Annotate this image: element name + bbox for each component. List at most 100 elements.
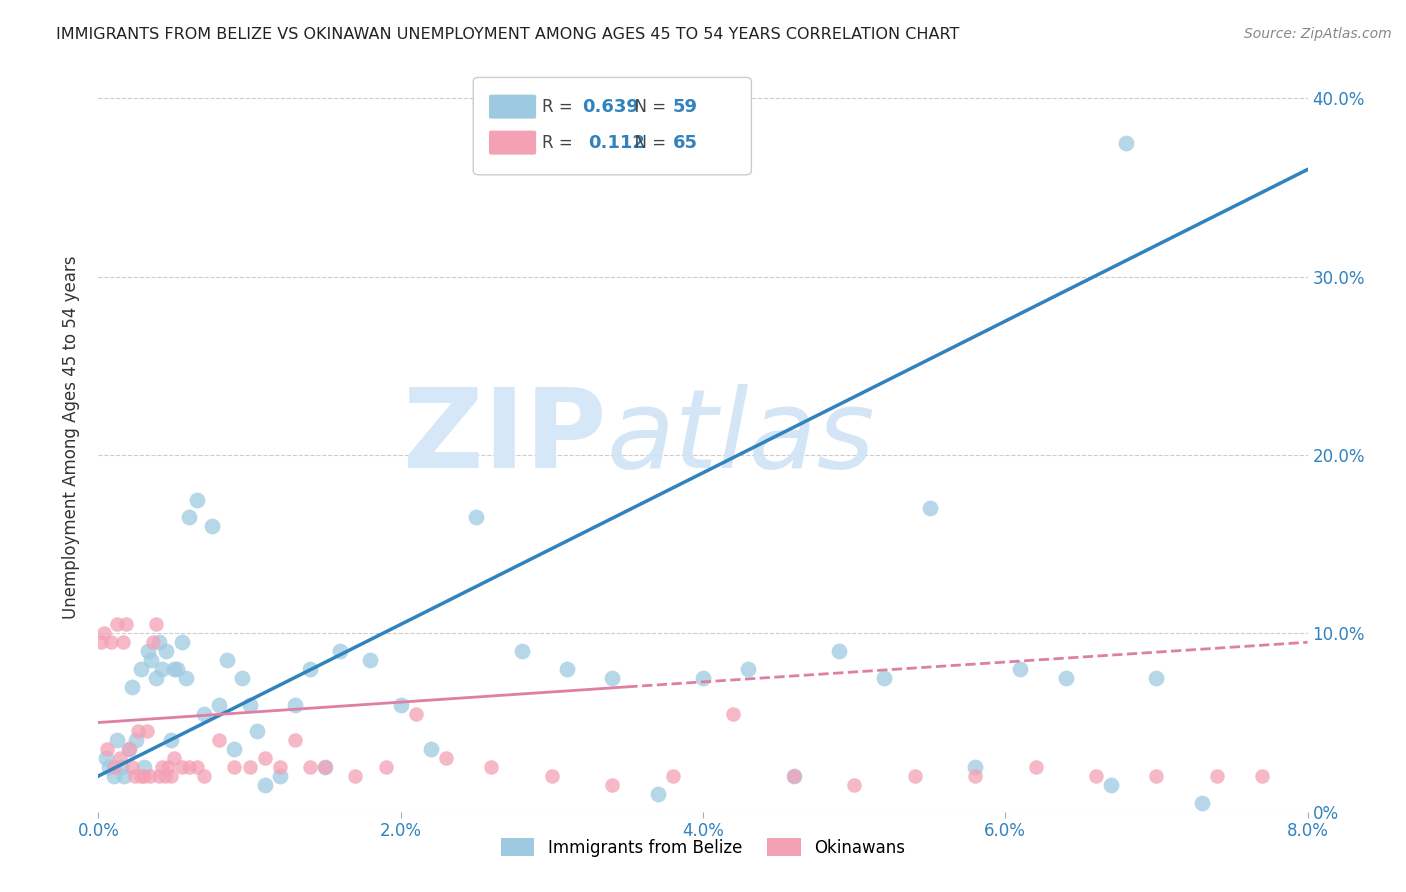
Point [114, 617, 136, 632]
Point [121, 680, 143, 694]
Point [135, 724, 157, 739]
Point [253, 778, 276, 792]
Point [873, 671, 896, 685]
Point [179, 510, 201, 524]
Point [269, 769, 291, 783]
Point [163, 662, 186, 676]
Point [481, 760, 503, 774]
Point [150, 760, 173, 774]
Point [160, 733, 183, 747]
Point [284, 698, 307, 712]
Point [100, 635, 122, 649]
Point [374, 760, 396, 774]
Point [129, 662, 152, 676]
Point [1146, 671, 1168, 685]
Text: 65: 65 [672, 134, 697, 152]
Point [98, 760, 121, 774]
Point [103, 760, 125, 774]
Point [284, 733, 307, 747]
Text: R =: R = [543, 97, 578, 116]
Point [1085, 769, 1108, 783]
Point [1191, 796, 1213, 810]
Point [150, 662, 173, 676]
Point [108, 751, 131, 765]
Point [360, 653, 382, 667]
Point [389, 698, 412, 712]
Point [110, 760, 132, 774]
Point [129, 769, 152, 783]
Point [224, 742, 246, 756]
Point [193, 706, 215, 721]
Point [239, 760, 262, 774]
Point [111, 635, 134, 649]
Point [193, 769, 215, 783]
Text: ZIP: ZIP [404, 384, 606, 491]
Point [246, 724, 269, 739]
Point [139, 769, 162, 783]
Point [231, 671, 253, 685]
Point [420, 742, 443, 756]
Text: N =: N = [624, 134, 672, 152]
Point [1024, 760, 1046, 774]
Point [782, 769, 804, 783]
Point [602, 778, 624, 792]
Point [105, 733, 128, 747]
Point [692, 671, 714, 685]
Point [844, 778, 866, 792]
Point [965, 760, 987, 774]
Point [145, 617, 167, 632]
Point [1010, 662, 1032, 676]
Point [121, 760, 143, 774]
Point [186, 492, 208, 507]
Point [155, 644, 177, 658]
Point [329, 644, 352, 658]
Point [186, 760, 208, 774]
Text: 0.639: 0.639 [582, 97, 638, 116]
Point [170, 635, 193, 649]
Point [299, 760, 322, 774]
Point [224, 760, 246, 774]
Point [127, 724, 149, 739]
Point [166, 662, 188, 676]
Point [125, 733, 148, 747]
Point [510, 644, 533, 658]
Y-axis label: Unemployment Among Ages 45 to 54 years: Unemployment Among Ages 45 to 54 years [62, 255, 80, 619]
Point [153, 769, 176, 783]
Point [253, 751, 276, 765]
Point [179, 760, 201, 774]
Point [163, 751, 186, 765]
Point [918, 501, 941, 516]
Point [782, 769, 804, 783]
Point [661, 769, 683, 783]
Point [174, 671, 197, 685]
Point [215, 653, 238, 667]
Point [124, 769, 146, 783]
Point [465, 510, 488, 524]
Point [555, 662, 578, 676]
Point [965, 769, 987, 783]
Point [90, 635, 112, 649]
Point [314, 760, 336, 774]
Point [1206, 769, 1229, 783]
Text: N =: N = [624, 97, 672, 116]
Legend: Immigrants from Belize, Okinawans: Immigrants from Belize, Okinawans [495, 832, 911, 863]
Point [136, 644, 159, 658]
Text: 59: 59 [672, 97, 697, 116]
Point [269, 760, 291, 774]
Point [170, 760, 193, 774]
Point [142, 635, 165, 649]
Point [208, 698, 231, 712]
Point [828, 644, 851, 658]
Point [314, 760, 336, 774]
Point [112, 769, 135, 783]
Text: IMMIGRANTS FROM BELIZE VS OKINAWAN UNEMPLOYMENT AMONG AGES 45 TO 54 YEARS CORREL: IMMIGRANTS FROM BELIZE VS OKINAWAN UNEMP… [56, 27, 960, 42]
Text: atlas: atlas [606, 384, 875, 491]
Point [93, 626, 115, 640]
Point [737, 662, 759, 676]
Point [208, 733, 231, 747]
Point [1115, 136, 1137, 150]
Point [647, 787, 669, 801]
Point [141, 653, 163, 667]
Point [118, 742, 141, 756]
Point [94, 751, 117, 765]
